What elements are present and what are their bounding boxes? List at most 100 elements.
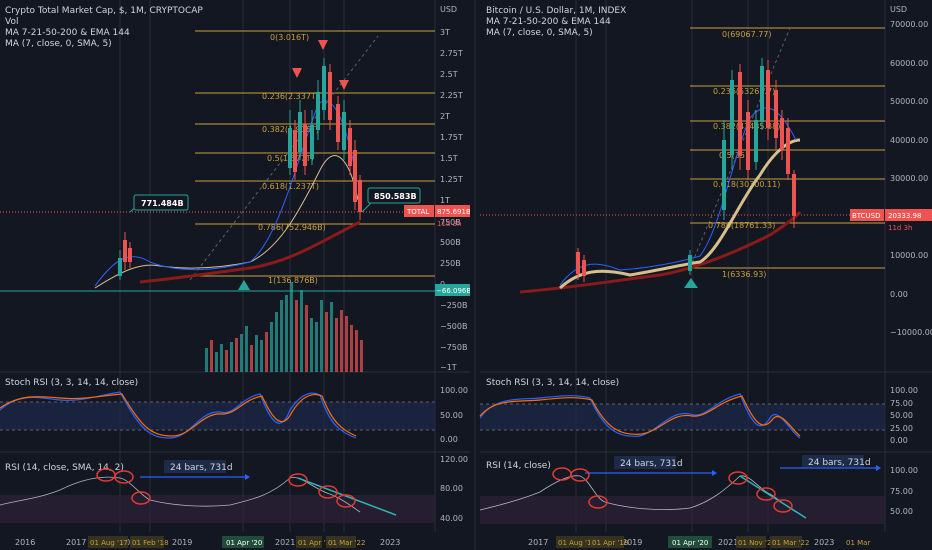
right-rsi-title[interactable]: RSI (14, close): [486, 461, 551, 471]
right-tick: 0.00: [890, 290, 908, 299]
left-rsi-band: [0, 495, 435, 523]
left-top-marker-2: [292, 68, 302, 78]
right-currency: USD: [890, 5, 907, 14]
left-callout-prev: 771.484B: [129, 194, 189, 213]
left-time-label: 2023: [380, 538, 400, 547]
right-stoch-d: [479, 395, 801, 437]
left-tick: 2T: [440, 112, 450, 121]
left-fib-levels: [195, 30, 435, 277]
left-fib-786: 0.786(752.946B): [258, 223, 326, 232]
left-volume-bars: [205, 282, 363, 372]
right-time-label: 01 Mar: [846, 539, 870, 547]
left-stoch-d: [0, 393, 357, 437]
left-rsi-line: [0, 476, 361, 513]
right-rsi-circle-6: [773, 499, 793, 513]
right-rsi-circle-1: [552, 467, 572, 481]
left-rsi-axis[interactable]: 120.00 80.00 40.00: [440, 455, 468, 523]
right-fib-786: 0.786(18761.33): [708, 221, 775, 230]
left-fib-1: 1(136.876B): [268, 276, 318, 285]
left-tick: 500B: [440, 238, 461, 247]
right-countdown: 11d 3h: [888, 224, 912, 232]
left-callout-current-text: 850.583B: [374, 192, 417, 201]
right-price-axis[interactable]: USD 70000.00 60000.00 50000.00 40000.00 …: [890, 5, 932, 337]
left-time-highlight: 01 Mar '22: [328, 539, 365, 547]
left-rsi-circle-2: [114, 470, 134, 484]
left-stoch-axis[interactable]: 100.00 50.00 0.00: [440, 386, 468, 444]
left-candles: [118, 58, 362, 280]
right-fib-236: 0.236(53263.7): [713, 87, 775, 96]
right-rsi-span-2: 24 bars, 731d: [780, 455, 881, 471]
left-tick: 2.25T: [440, 91, 463, 100]
left-countdown: 11d 3h: [437, 220, 461, 228]
left-time-highlight: 01 Feb '18: [132, 539, 169, 547]
left-title[interactable]: Crypto Total Market Cap, $, 1M, CRYPTOCA…: [5, 6, 203, 16]
right-time-highlight: 01 Aug '17: [558, 539, 596, 547]
left-time-highlight: 01 Apr '20: [226, 539, 262, 547]
left-stoch-k: [0, 391, 357, 439]
right-stoch-tick: 75.00: [890, 399, 913, 408]
right-ma-line: [558, 138, 801, 290]
right-stoch-tick: 100.00: [890, 386, 918, 395]
right-tick: −10000.00: [890, 328, 932, 337]
left-ma7-legend[interactable]: MA (7, close, 0, SMA, 5): [5, 39, 112, 49]
right-time-label: 2023: [814, 538, 834, 547]
right-rsi-circle-3: [588, 495, 608, 509]
right-price-badge: 20333.98 11d 3h: [885, 209, 932, 232]
right-rsi-circle-2: [570, 468, 590, 482]
right-time-highlight: 01 Mar '22: [772, 539, 809, 547]
right-time-highlight: 01 Apr '20: [672, 539, 708, 547]
right-tick: 50000.00: [890, 97, 928, 106]
right-tick: 40000.00: [890, 136, 928, 145]
left-tick: −500B: [440, 322, 467, 331]
left-fib-236: 0.236(2.337T): [262, 92, 319, 101]
left-rsi-circle-4: [288, 473, 308, 487]
right-stoch-band: [480, 404, 885, 430]
left-vol-text: −66.096B: [436, 287, 471, 295]
left-rsi-circle-5: [318, 485, 338, 499]
right-stoch-title[interactable]: Stoch RSI (3, 3, 14, 14, close): [486, 378, 619, 388]
right-tick: 70000.00: [890, 20, 928, 29]
left-top-marker-1: [318, 40, 328, 50]
right-rsi-axis[interactable]: 100.00 75.00 50.00: [890, 466, 918, 516]
right-chart-panel[interactable]: 0(69067.77) 0.236(53263.7) 0.382(43485.3…: [479, 0, 932, 548]
right-rsi-circle-4: [728, 471, 748, 485]
left-tick: 1.5T: [440, 154, 458, 163]
right-ma-legend[interactable]: MA 7-21-50-200 & EMA 144: [486, 17, 611, 27]
right-time-axis[interactable]: 2017 2019 2021 2023 01 Mar 01 Aug '17 01…: [528, 536, 870, 548]
left-price-text: 875.691B: [437, 208, 471, 216]
left-stoch-title[interactable]: Stoch RSI (3, 3, 14, 14, close): [5, 378, 138, 388]
left-ema-line: [139, 220, 361, 284]
right-rsi-tick: 100.00: [890, 466, 918, 475]
right-rsi-tick: 75.00: [890, 487, 913, 496]
left-tick: 750B: [440, 218, 461, 227]
left-time-axis[interactable]: 2016 2017 2018 2019 2021 2023 01 Aug '17…: [15, 536, 400, 548]
left-chart-panel[interactable]: 0(3.016T) 0.236(2.337T) 0.382(1.916T) 0.…: [0, 0, 471, 550]
right-price-text: 20333.98: [888, 212, 921, 220]
right-ma7-legend[interactable]: MA (7, close, 0, SMA, 5): [486, 28, 593, 38]
right-rsi-span-label-2: 24 bars, 731d: [808, 458, 871, 468]
left-ma-legend[interactable]: MA 7-21-50-200 & EMA 144: [5, 28, 130, 38]
right-rsi-span-label: 24 bars, 731d: [620, 459, 683, 469]
right-rsi-band: [480, 496, 885, 524]
right-rsi-tick: 50.00: [890, 507, 913, 516]
left-tick: 2.5T: [440, 70, 458, 79]
left-time-label: 2016: [15, 538, 35, 547]
right-ma-blue: [559, 107, 797, 286]
left-stoch-tick: 0.00: [440, 435, 458, 444]
left-stoch-tick: 50.00: [440, 411, 463, 420]
left-stoch-band: [0, 402, 435, 430]
left-rsi-tick: 40.00: [440, 514, 463, 523]
right-title[interactable]: Bitcoin / U.S. Dollar, 1M, INDEX: [486, 6, 626, 16]
left-vol-legend[interactable]: Vol: [5, 17, 18, 27]
right-stoch-axis[interactable]: 100.00 75.00 50.00 25.00 0.00: [890, 386, 918, 445]
left-tick: −750B: [440, 343, 467, 352]
left-currency: USD: [440, 5, 457, 14]
right-symbol-text: BTCUSD: [852, 212, 881, 220]
right-fib-1: 1(6336.93): [722, 270, 766, 279]
left-tick: −250B: [440, 301, 467, 310]
right-candles: [576, 58, 796, 282]
right-time-label: 2019: [622, 538, 642, 547]
left-callout-current: 850.583B: [361, 187, 421, 213]
left-rsi-title[interactable]: RSI (14, close, SMA, 14, 2): [5, 463, 124, 473]
right-stoch-tick: 50.00: [890, 411, 913, 420]
